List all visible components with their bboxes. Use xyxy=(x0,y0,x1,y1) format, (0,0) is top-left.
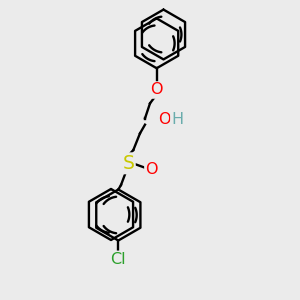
Text: O: O xyxy=(150,82,163,98)
Text: S: S xyxy=(122,154,134,173)
Text: O: O xyxy=(158,112,170,127)
Text: Cl: Cl xyxy=(110,252,126,267)
Text: H: H xyxy=(171,112,184,127)
Text: O: O xyxy=(146,163,158,178)
